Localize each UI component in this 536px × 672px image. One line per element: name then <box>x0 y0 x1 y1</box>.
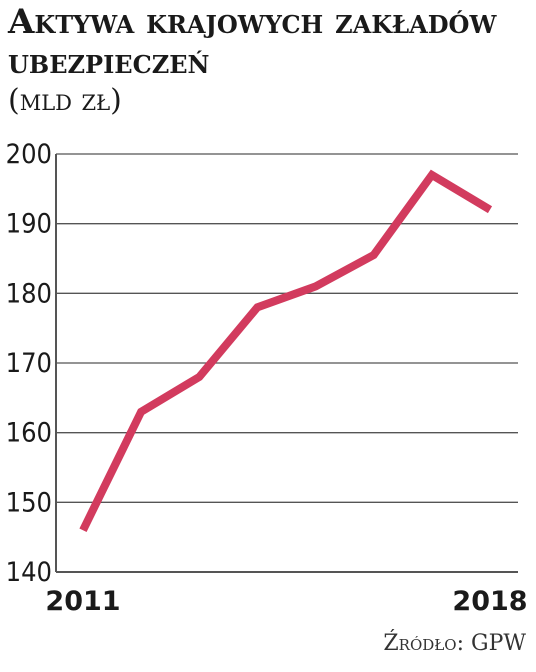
y-tick-label-140: 140 <box>6 557 52 588</box>
y-tick-label-190: 190 <box>6 209 52 240</box>
chart-title: Aktywa krajowych zakładów ubezpieczeń <box>8 2 497 82</box>
series-line <box>79 169 493 532</box>
chart-subtitle: (mld zł) <box>8 83 122 118</box>
y-tick-label-150: 150 <box>6 487 52 518</box>
source-note: Źródło: GPW <box>383 631 526 656</box>
y-tick-label-160: 160 <box>6 418 52 449</box>
y-tick-label-200: 200 <box>6 139 52 170</box>
x-tick-label-2018: 2018 <box>452 586 527 617</box>
x-axis-tick-labels: 2011 2018 <box>45 586 527 617</box>
y-tick-label-180: 180 <box>6 278 52 309</box>
y-tick-label-170: 170 <box>6 348 52 379</box>
grid-lines <box>55 153 518 573</box>
series-layer <box>79 169 493 532</box>
y-axis-tick-labels: 140 150 160 170 180 190 200 <box>6 139 52 588</box>
x-tick-label-2011: 2011 <box>45 586 120 617</box>
